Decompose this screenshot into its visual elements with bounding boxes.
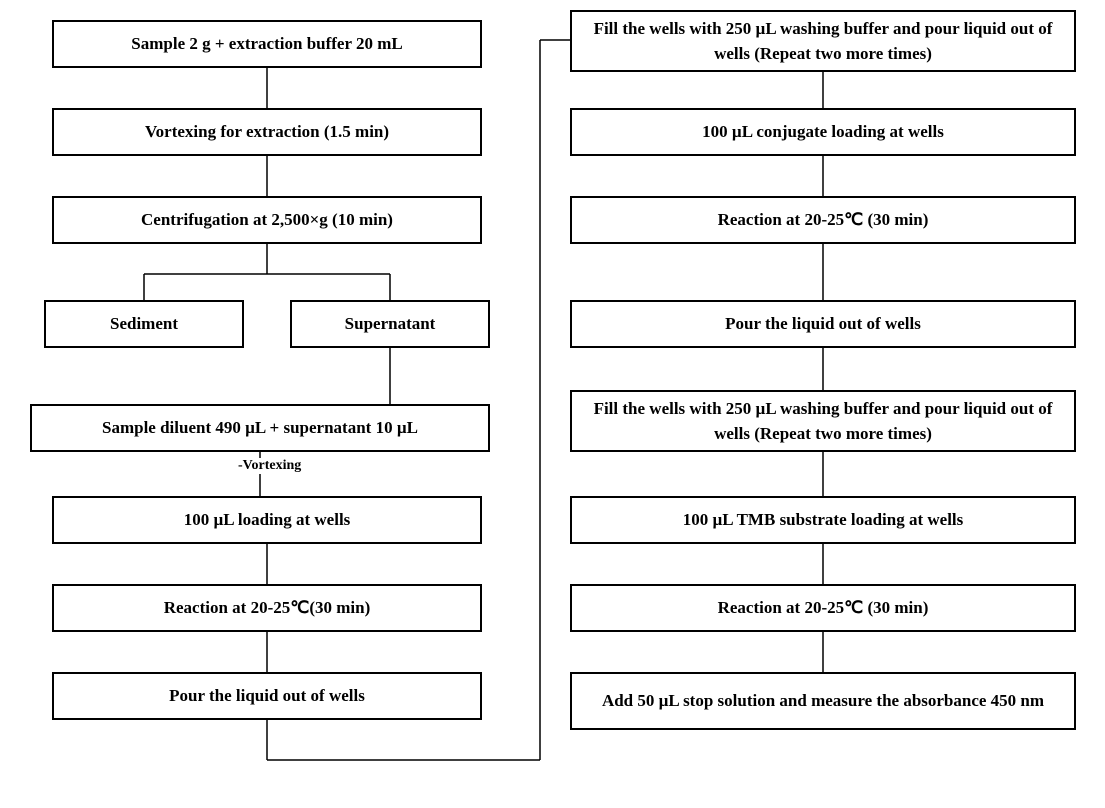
- flowchart-node-n4b: Supernatant: [290, 300, 490, 348]
- flowchart-node-n6: 100 µL loading at wells: [52, 496, 482, 544]
- flowchart-node-n2: Vortexing for extraction (1.5 min): [52, 108, 482, 156]
- flowchart-node-r7: Reaction at 20-25℃ (30 min): [570, 584, 1076, 632]
- flowchart-node-n5: Sample diluent 490 µL + supernatant 10 µ…: [30, 404, 490, 452]
- flowchart-node-r4: Pour the liquid out of wells: [570, 300, 1076, 348]
- flowchart-node-r6: 100 µL TMB substrate loading at wells: [570, 496, 1076, 544]
- flowchart-node-r3: Reaction at 20-25℃ (30 min): [570, 196, 1076, 244]
- flowchart-node-r2: 100 µL conjugate loading at wells: [570, 108, 1076, 156]
- flowchart-node-n8: Pour the liquid out of wells: [52, 672, 482, 720]
- flowchart-node-n3: Centrifugation at 2,500×g (10 min): [52, 196, 482, 244]
- flowchart-node-n1: Sample 2 g + extraction buffer 20 mL: [52, 20, 482, 68]
- flowchart-edge-label-0: -Vortexing: [236, 458, 303, 474]
- flowchart-node-r8: Add 50 µL stop solution and measure the …: [570, 672, 1076, 730]
- flowchart-node-n7: Reaction at 20-25℃(30 min): [52, 584, 482, 632]
- flowchart-node-n4a: Sediment: [44, 300, 244, 348]
- flowchart-node-r5: Fill the wells with 250 µL washing buffe…: [570, 390, 1076, 452]
- flowchart-node-r1: Fill the wells with 250 µL washing buffe…: [570, 10, 1076, 72]
